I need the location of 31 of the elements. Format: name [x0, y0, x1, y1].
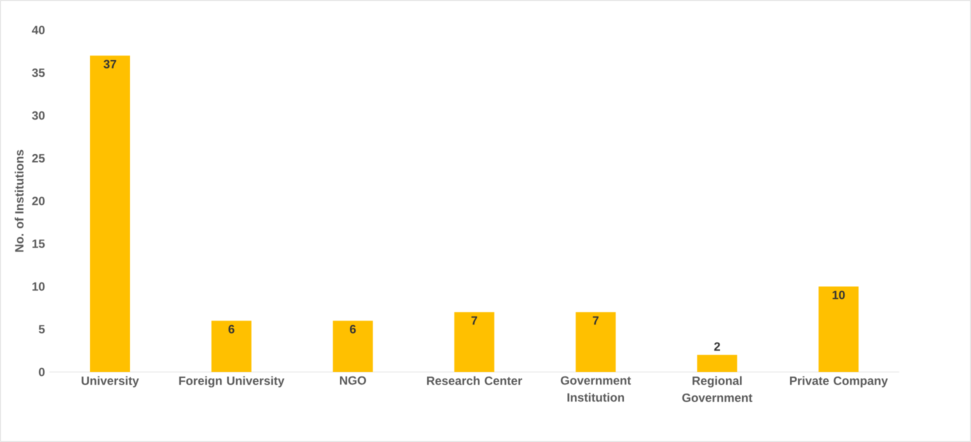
bar: [576, 312, 616, 372]
x-tick-label: Foreign University: [179, 376, 284, 388]
x-tick-label: Research Center: [427, 376, 522, 386]
data-label: 7: [592, 316, 599, 325]
bar: [454, 312, 494, 372]
y-tick-label: 10: [32, 282, 45, 291]
bar: [211, 320, 252, 372]
y-tick-label: 35: [32, 68, 45, 78]
x-tick-label: Private Company: [790, 376, 888, 388]
y-tick-label: 40: [32, 26, 45, 34]
data-label: 6: [350, 324, 356, 334]
data-label: 2: [714, 342, 720, 351]
x-tick-label: Government Institution: [560, 376, 631, 402]
data-label: 6: [228, 324, 234, 334]
x-tick-label: University: [82, 376, 139, 388]
x-tick-label: Regional Government: [682, 376, 752, 402]
y-axis-title: No. of Institutions: [14, 150, 24, 252]
data-label: 10: [832, 290, 845, 300]
data-label: 37: [104, 60, 116, 68]
y-tick-label: 30: [32, 111, 45, 120]
bar: [818, 286, 859, 372]
x-tick-label: NGO: [340, 376, 366, 385]
y-tick-label: 20: [32, 196, 45, 206]
data-label: 7: [471, 316, 478, 325]
bar: [90, 56, 130, 372]
y-tick-label: 25: [32, 154, 45, 162]
y-tick-label: 5: [38, 325, 45, 334]
y-tick-label: 0: [38, 368, 45, 376]
y-tick-label: 15: [32, 240, 45, 248]
bar: [332, 320, 373, 372]
bar: [697, 354, 738, 372]
